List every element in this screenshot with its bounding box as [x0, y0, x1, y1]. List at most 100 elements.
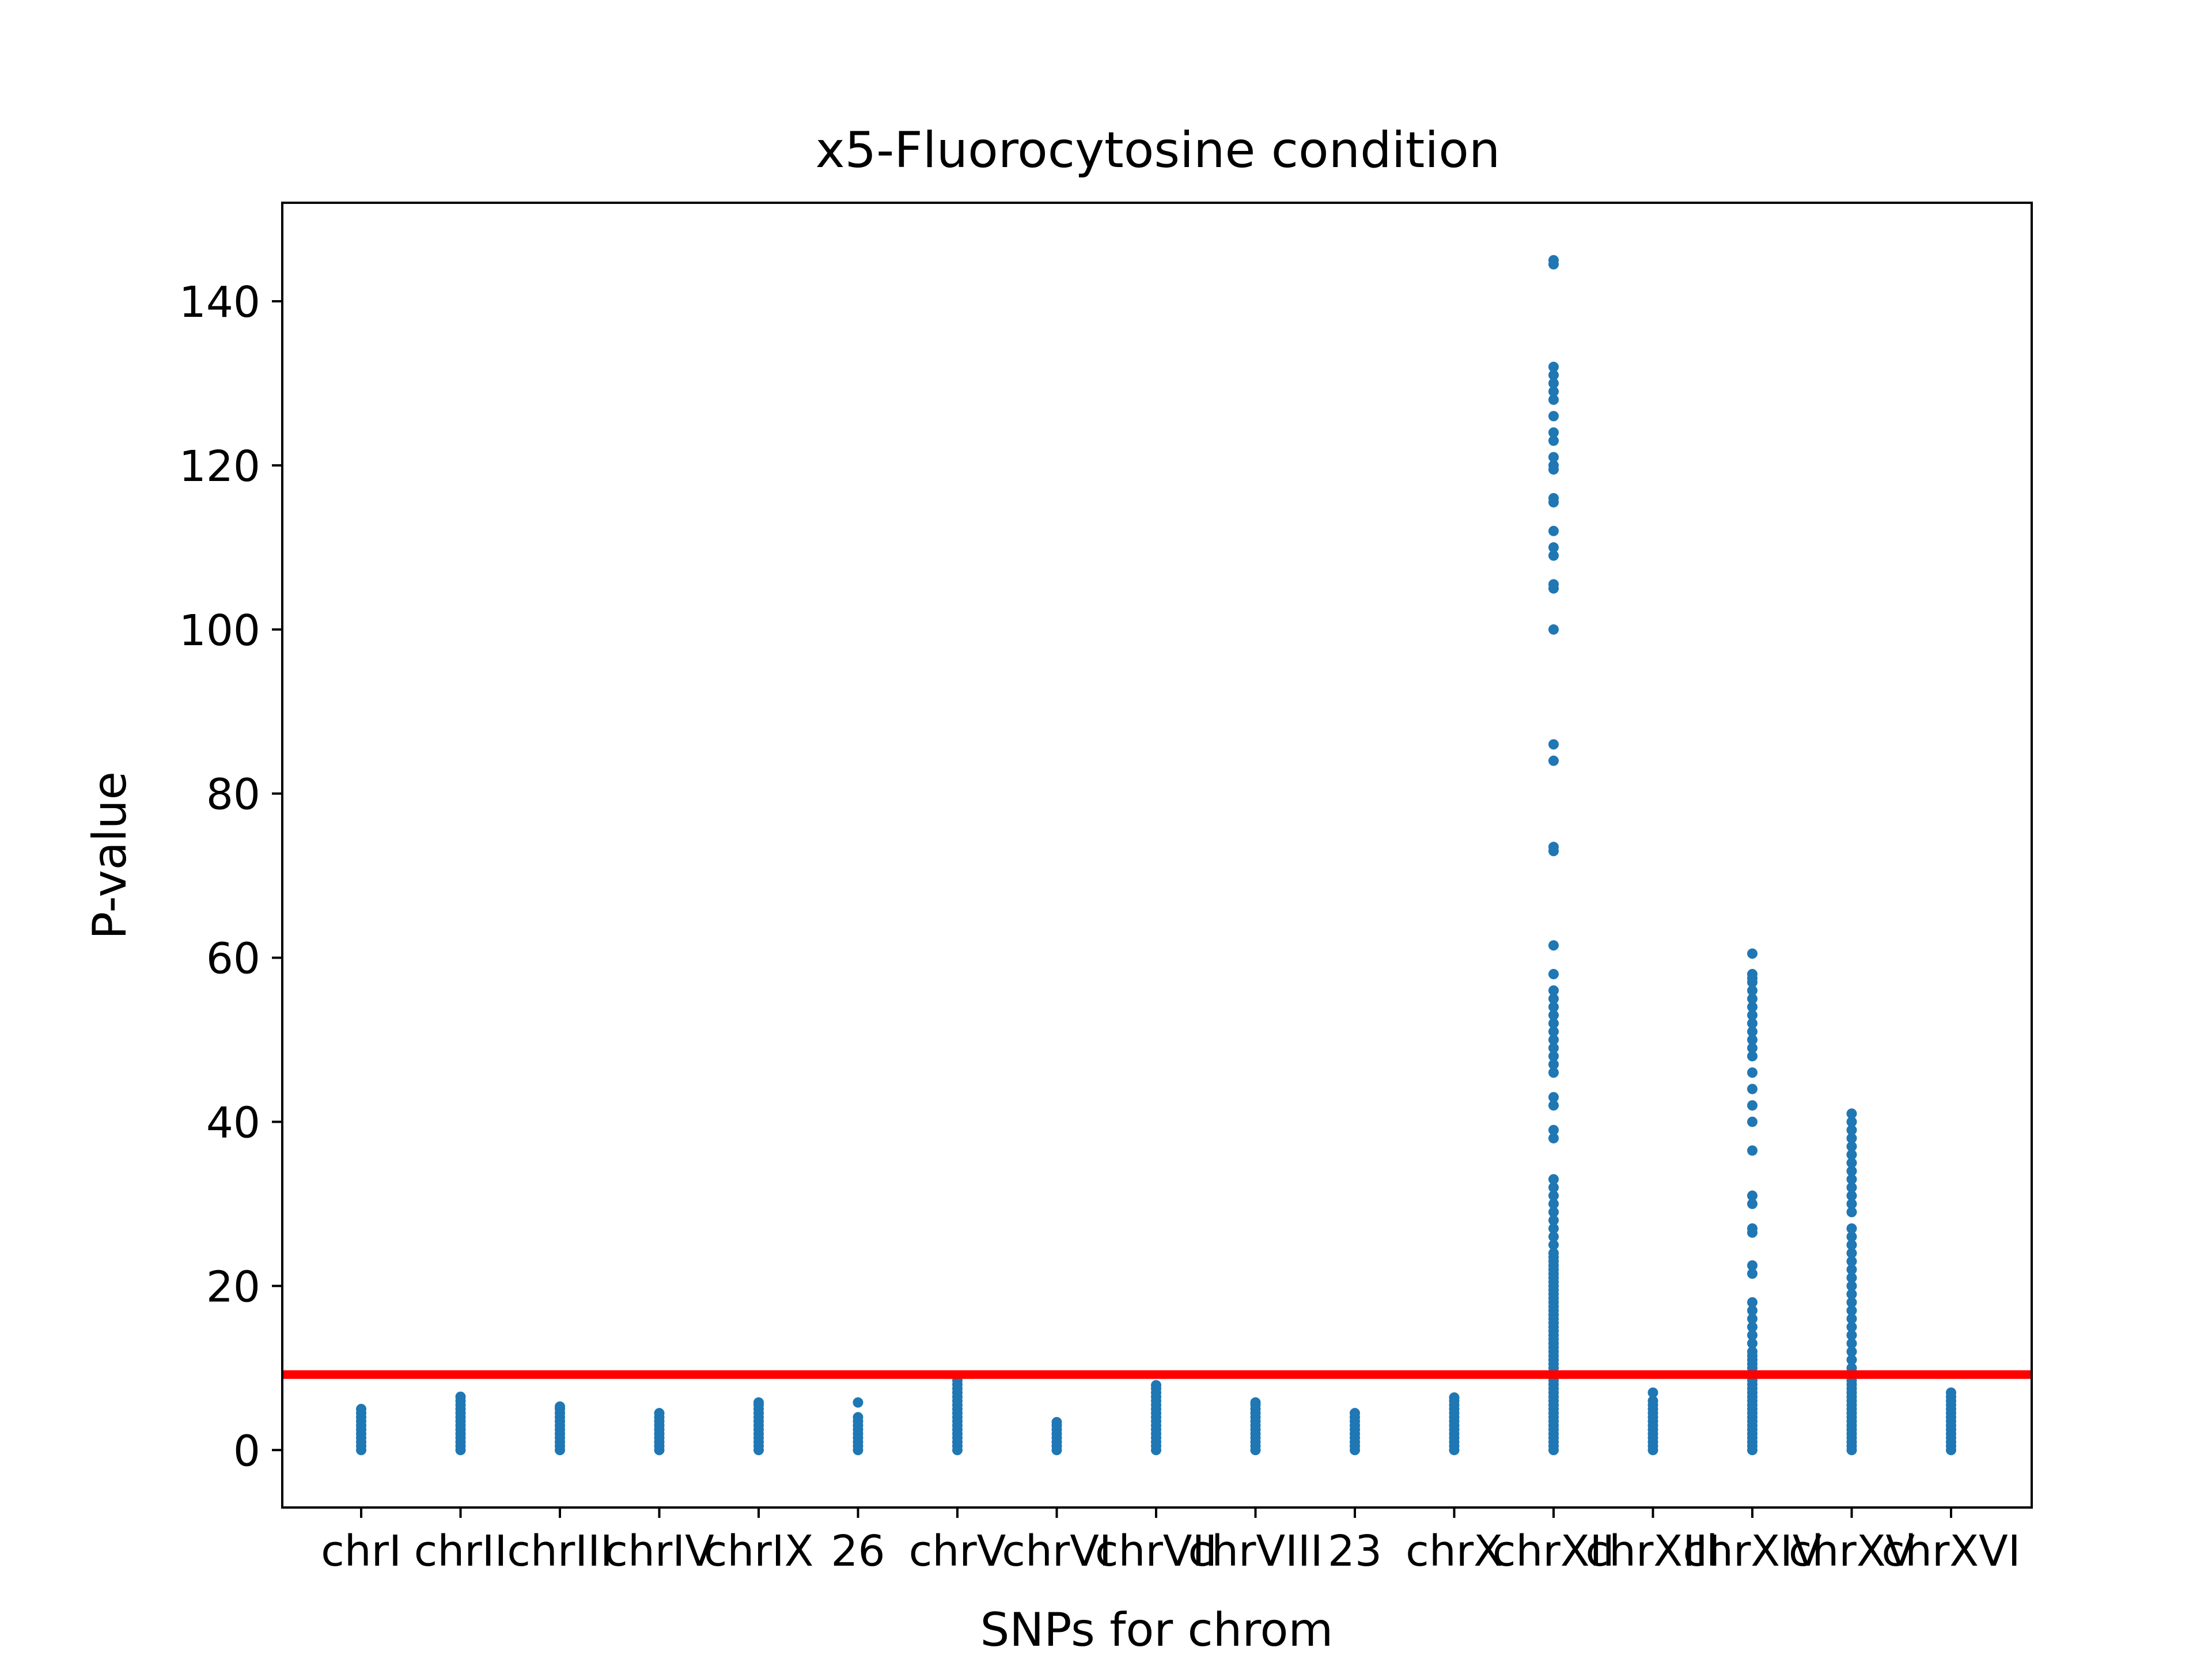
data-point: [1747, 1223, 1758, 1234]
data-point: [1747, 1321, 1758, 1332]
data-point: [1747, 1305, 1758, 1316]
data-point: [1548, 542, 1559, 553]
data-point: [1946, 1387, 1956, 1398]
data-point: [1846, 1141, 1857, 1152]
data-point: [1548, 1026, 1559, 1037]
data-point: [1548, 493, 1559, 503]
data-point: [1846, 1354, 1857, 1365]
data-point: [1846, 1338, 1857, 1349]
data-point: [1747, 1035, 1758, 1046]
data-point: [1747, 1313, 1758, 1324]
data-point: [1846, 1297, 1857, 1308]
data-point: [1747, 1067, 1758, 1078]
data-point: [1548, 394, 1559, 405]
data-point: [1548, 993, 1559, 1004]
data-point: [1846, 1240, 1857, 1251]
data-point: [1548, 1174, 1559, 1185]
data-point: [1548, 579, 1559, 590]
data-point: [356, 1404, 366, 1415]
data-point: [1846, 1330, 1857, 1340]
data-point: [654, 1408, 665, 1419]
data-point: [1747, 969, 1758, 980]
data-point: [753, 1397, 764, 1408]
y-tick-label: 80: [206, 770, 260, 820]
data-point: [1647, 1387, 1658, 1398]
data-point: [1747, 1002, 1758, 1013]
y-tick-label: 0: [233, 1426, 260, 1476]
data-point: [1846, 1272, 1857, 1283]
data-point: [1846, 1149, 1857, 1160]
data-point: [1449, 1392, 1460, 1403]
data-point: [1846, 1223, 1857, 1234]
y-tick-label: 40: [206, 1098, 260, 1147]
data-point: [1548, 550, 1559, 561]
data-point: [1548, 1124, 1559, 1135]
x-tick-label: chrVI: [1002, 1527, 1111, 1576]
y-axis-label: P-value: [83, 771, 137, 940]
data-point: [1548, 1248, 1559, 1259]
data-point: [1846, 1198, 1857, 1209]
data-point: [1846, 1165, 1857, 1176]
x-tick-label: chrXV: [1789, 1527, 1915, 1576]
data-point: [1846, 1346, 1857, 1357]
data-point: [1548, 411, 1559, 422]
data-point: [555, 1401, 565, 1412]
data-point: [1350, 1408, 1360, 1419]
data-point: [1747, 993, 1758, 1004]
data-point: [1747, 1198, 1758, 1209]
x-tick-label: chrII: [414, 1527, 507, 1576]
x-tick-label: chrXII: [1493, 1527, 1615, 1576]
data-point: [1548, 969, 1559, 980]
data-point: [455, 1391, 466, 1402]
data-point: [1548, 1100, 1559, 1111]
y-tick-label: 20: [206, 1262, 260, 1312]
data-point: [1151, 1380, 1161, 1391]
data-point: [1548, 1002, 1559, 1013]
data-point: [1846, 1289, 1857, 1300]
data-point: [1846, 1305, 1857, 1316]
data-point: [853, 1397, 863, 1408]
data-point: [1548, 940, 1559, 951]
data-point: [1548, 452, 1559, 463]
data-point: [1846, 1190, 1857, 1201]
data-point: [1548, 378, 1559, 389]
data-point: [1548, 1035, 1559, 1046]
data-point: [1747, 1010, 1758, 1021]
data-point: [1747, 1043, 1758, 1054]
data-point: [1846, 1248, 1857, 1259]
data-point: [1548, 427, 1559, 438]
data-point: [1548, 1067, 1559, 1078]
data-point: [1747, 1145, 1758, 1156]
x-axis-label: SNPs for chrom: [980, 1603, 1334, 1657]
data-point: [1548, 1231, 1559, 1242]
data-point: [1846, 1256, 1857, 1267]
data-point: [1846, 1321, 1857, 1332]
data-point: [1846, 1231, 1857, 1242]
data-point: [1548, 525, 1559, 536]
x-tick-label: chrIX: [704, 1527, 814, 1576]
plot-area: [282, 255, 2032, 1456]
data-point: [1051, 1416, 1062, 1427]
data-point: [1548, 1051, 1559, 1062]
x-tick-label: chrVII: [1095, 1527, 1217, 1576]
data-point: [1548, 460, 1559, 471]
data-point: [1747, 1018, 1758, 1029]
data-point: [1548, 1223, 1559, 1234]
data-point: [1548, 1059, 1559, 1070]
y-tick-label: 120: [179, 442, 260, 491]
data-point: [1747, 1116, 1758, 1127]
data-point: [1846, 1132, 1857, 1143]
data-point: [1548, 1182, 1559, 1193]
data-point: [1548, 739, 1559, 750]
data-point: [1846, 1182, 1857, 1193]
data-point: [1548, 1132, 1559, 1143]
x-tick-label: chrX: [1406, 1527, 1503, 1576]
data-point: [1250, 1397, 1261, 1408]
data-point: [1548, 985, 1559, 996]
data-point: [1747, 1026, 1758, 1037]
data-point: [1647, 1395, 1658, 1406]
data-point: [1846, 1281, 1857, 1291]
data-point: [1747, 1190, 1758, 1201]
data-point: [1548, 361, 1559, 372]
